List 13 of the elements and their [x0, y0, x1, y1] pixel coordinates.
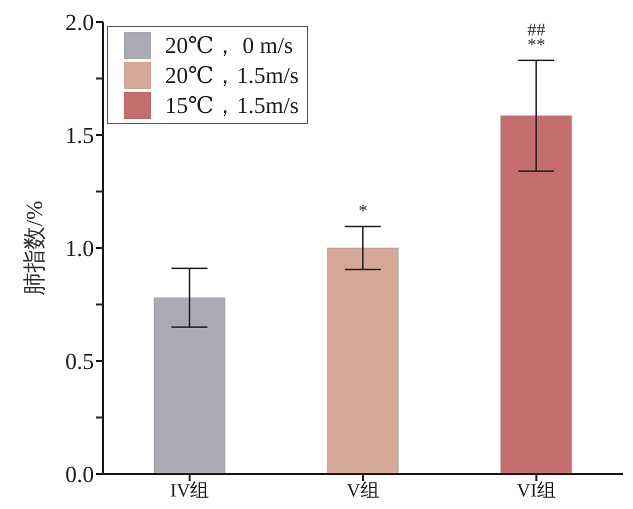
x-tick-label: IV组 [170, 480, 210, 502]
y-axis-title: 肺指数/% [22, 200, 48, 296]
y-tick-label: 0.5 [65, 349, 94, 374]
legend-label: 20℃， 0 m/s [165, 32, 293, 60]
x-tick-label: VI组 [516, 480, 556, 502]
y-tick-label: 1.0 [65, 236, 94, 262]
legend-label: 15℃，1.5m/s [165, 92, 299, 120]
legend-label: 20℃，1.5m/s [165, 62, 299, 90]
annotation: * [358, 200, 368, 221]
y-tick-label: 2.0 [65, 10, 94, 36]
y-tick-label: 0.0 [65, 462, 94, 488]
x-tick-label: V组 [346, 480, 380, 502]
y-tick-label: 1.5 [65, 123, 94, 148]
